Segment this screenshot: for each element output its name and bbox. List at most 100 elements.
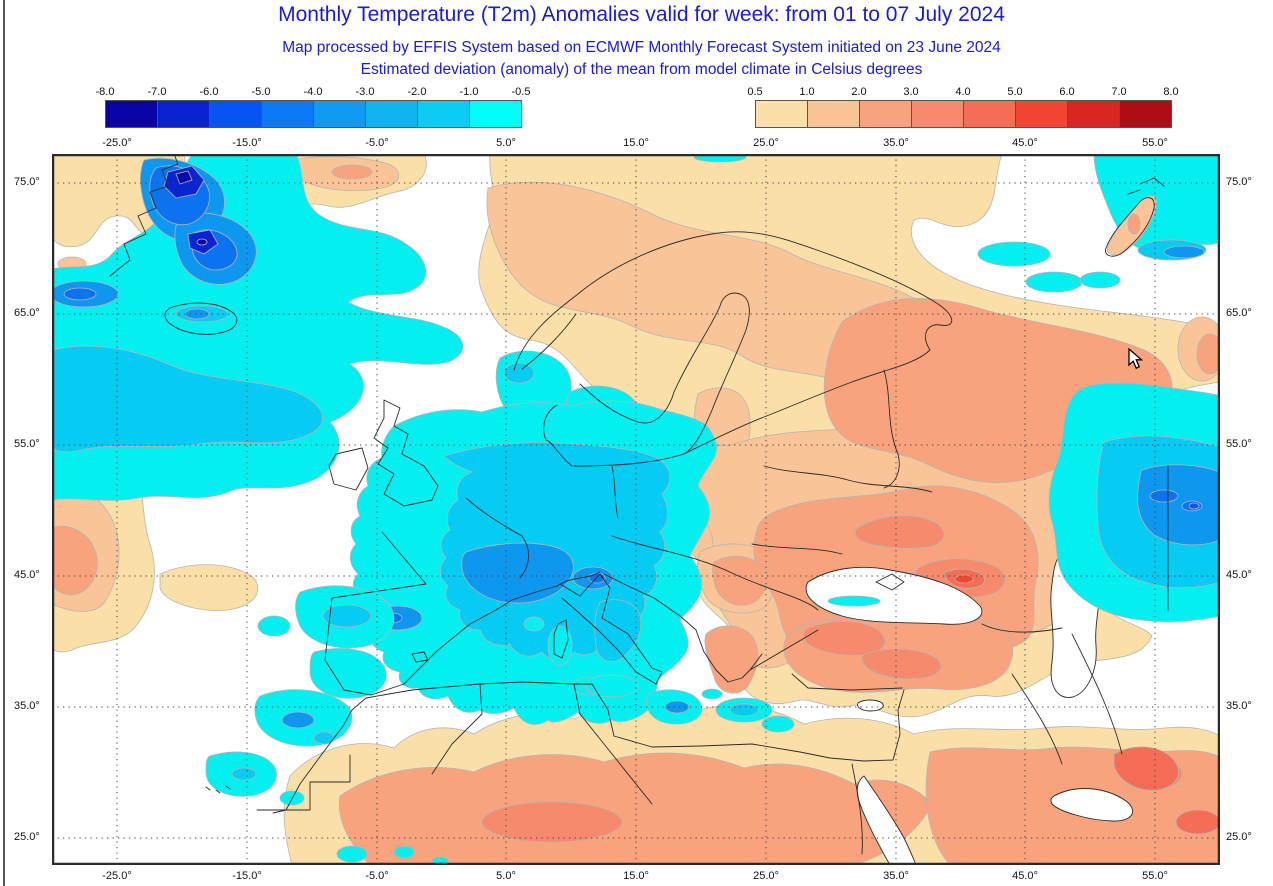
border-caucasus (981, 623, 1063, 633)
axis-label-lat-left: 65.0° (14, 307, 40, 319)
coast-north-africa (365, 681, 905, 762)
coast-scandinavia (513, 231, 953, 455)
legend-tick-label: 3.0 (903, 86, 919, 98)
axis-label-lon-bottom: 15.0° (623, 870, 649, 882)
axis-label-lon-bottom: 45.0° (1012, 870, 1038, 882)
axis-label-lon-top: -25.0° (102, 137, 132, 149)
axis-label-lon-top: 45.0° (1012, 137, 1038, 149)
island-cyprus (857, 699, 884, 712)
legend-color-cell (1120, 101, 1171, 127)
cool-iberia-blob1-core (322, 604, 372, 628)
warm-iraq-red (1113, 746, 1179, 791)
legend-tick-label: 2.0 (851, 86, 867, 98)
cool-italy-tongue (594, 599, 642, 662)
border-ukraine-russia (751, 465, 933, 555)
axis-label-lon-bottom: 55.0° (1142, 870, 1168, 882)
border-west-sahara-steps (256, 754, 351, 811)
warm-novaya-salmon (1127, 213, 1141, 235)
cool-sahara-dot2 (393, 845, 415, 859)
legend-color-cell (158, 101, 210, 127)
axis-label-lat-right: 55.0° (1226, 438, 1252, 450)
legend-color-cell (756, 101, 808, 127)
cool-sahara-dot1 (336, 845, 368, 863)
cool-sardinia (547, 625, 573, 667)
warm-caucasus-core (954, 574, 974, 584)
cool-greenland-navy2 (196, 238, 208, 246)
legend-tick-label: -3.0 (355, 86, 375, 98)
coast-iceland (164, 302, 238, 335)
legend-color-cell (106, 101, 158, 127)
legend-color-cell (964, 101, 1016, 127)
coast-sweden-baltic (573, 292, 750, 467)
warm-atlantic-west-salmon (51, 525, 98, 596)
coast-svalbard (1127, 177, 1165, 195)
mouse-pointer-icon (1128, 348, 1144, 370)
cool-tunisia-core (729, 703, 759, 717)
cool-greenland-navy (175, 170, 193, 185)
legend-color-bar (755, 100, 1172, 128)
legend-tick-label: 1.0 (799, 86, 815, 98)
page-subtitle-source: Map processed by EFFIS System based on E… (282, 39, 1001, 56)
island-balearics (411, 651, 429, 663)
anomaly-map-canvas (49, 151, 1227, 866)
axis-label-lat-right: 75.0° (1226, 176, 1252, 188)
legend-color-cell (366, 101, 418, 127)
warm-sahara-deep (481, 801, 623, 843)
legend-tick-label: -7.0 (147, 86, 167, 98)
legend-tick-label: 8.0 (1163, 86, 1179, 98)
axis-label-lon-top: -5.0° (365, 137, 389, 149)
legend-color-cell (1016, 101, 1068, 127)
border-iraq-iran (1011, 633, 1123, 765)
legend-color-cell (912, 101, 964, 127)
axis-label-lon-bottom: 35.0° (883, 870, 909, 882)
legend-color-cell (418, 101, 470, 127)
legend-tick-label: -2.0 (407, 86, 427, 98)
cool-tyrrhenian (523, 616, 545, 632)
river-nile (851, 763, 863, 855)
axis-label-lon-top: -15.0° (232, 137, 262, 149)
cool-barents-1 (977, 241, 1051, 267)
cool-algeria-1 (585, 674, 639, 698)
border-finland-russia (883, 369, 900, 489)
legend-tick-label: -6.0 (199, 86, 219, 98)
legend-color-cell (470, 101, 521, 127)
legend-tick-label: -8.0 (95, 86, 115, 98)
axis-label-lat-left: 35.0° (14, 700, 40, 712)
axis-label-lat-right: 25.0° (1226, 831, 1252, 843)
cool-nw-band-2 (51, 345, 323, 453)
legend-tick-label: 6.0 (1059, 86, 1075, 98)
cool-france-core (461, 542, 574, 604)
page-title: Monthly Temperature (T2m) Anomalies vali… (278, 3, 1005, 26)
island-corsica-sardinia (553, 619, 569, 659)
coast-novaya-zemlya (1105, 197, 1155, 257)
axis-label-lon-bottom: -15.0° (232, 870, 262, 882)
sea-persian-gulf (1050, 788, 1134, 822)
border-algeria (431, 683, 653, 805)
legend-tick-label: -5.0 (251, 86, 271, 98)
page-subtitle-units: Estimated deviation (anomaly) of the mea… (360, 61, 923, 78)
axis-label-lat-left: 55.0° (14, 438, 40, 450)
cool-east-spot2-core (1188, 502, 1200, 510)
cool-iceland-patch-core (184, 308, 210, 320)
legend-color-cell (210, 101, 262, 127)
sea-black (805, 566, 983, 625)
anomaly-map (49, 151, 1227, 866)
legend-positive-anomalies: 0.5 1.0 2.0 3.0 4.0 5.0 6.0 7.0 8.0 (747, 86, 1179, 128)
border-danube (611, 535, 819, 611)
cool-east-level3 (1137, 464, 1221, 546)
axis-label-lon-top: 35.0° (883, 137, 909, 149)
axis-label-lat-right: 45.0° (1226, 569, 1252, 581)
cool-morocco-spot1 (281, 711, 315, 729)
legend-tick-label: -1.0 (459, 86, 479, 98)
cool-left-edge-blue-core (63, 287, 97, 301)
axis-label-lon-bottom: -25.0° (102, 870, 132, 882)
warm-iceland-ne-salmon (331, 164, 373, 180)
axis-label-lon-top: 5.0° (496, 137, 516, 149)
legend-color-bar (105, 100, 522, 128)
cool-blacksea-streak (827, 595, 881, 607)
axis-label-lon-top: 15.0° (623, 137, 649, 149)
cool-east-spot1 (1149, 489, 1179, 503)
coast-turkey-south (791, 673, 903, 691)
cool-barents-2 (1025, 271, 1083, 293)
axis-label-lat-right: 65.0° (1226, 307, 1252, 319)
